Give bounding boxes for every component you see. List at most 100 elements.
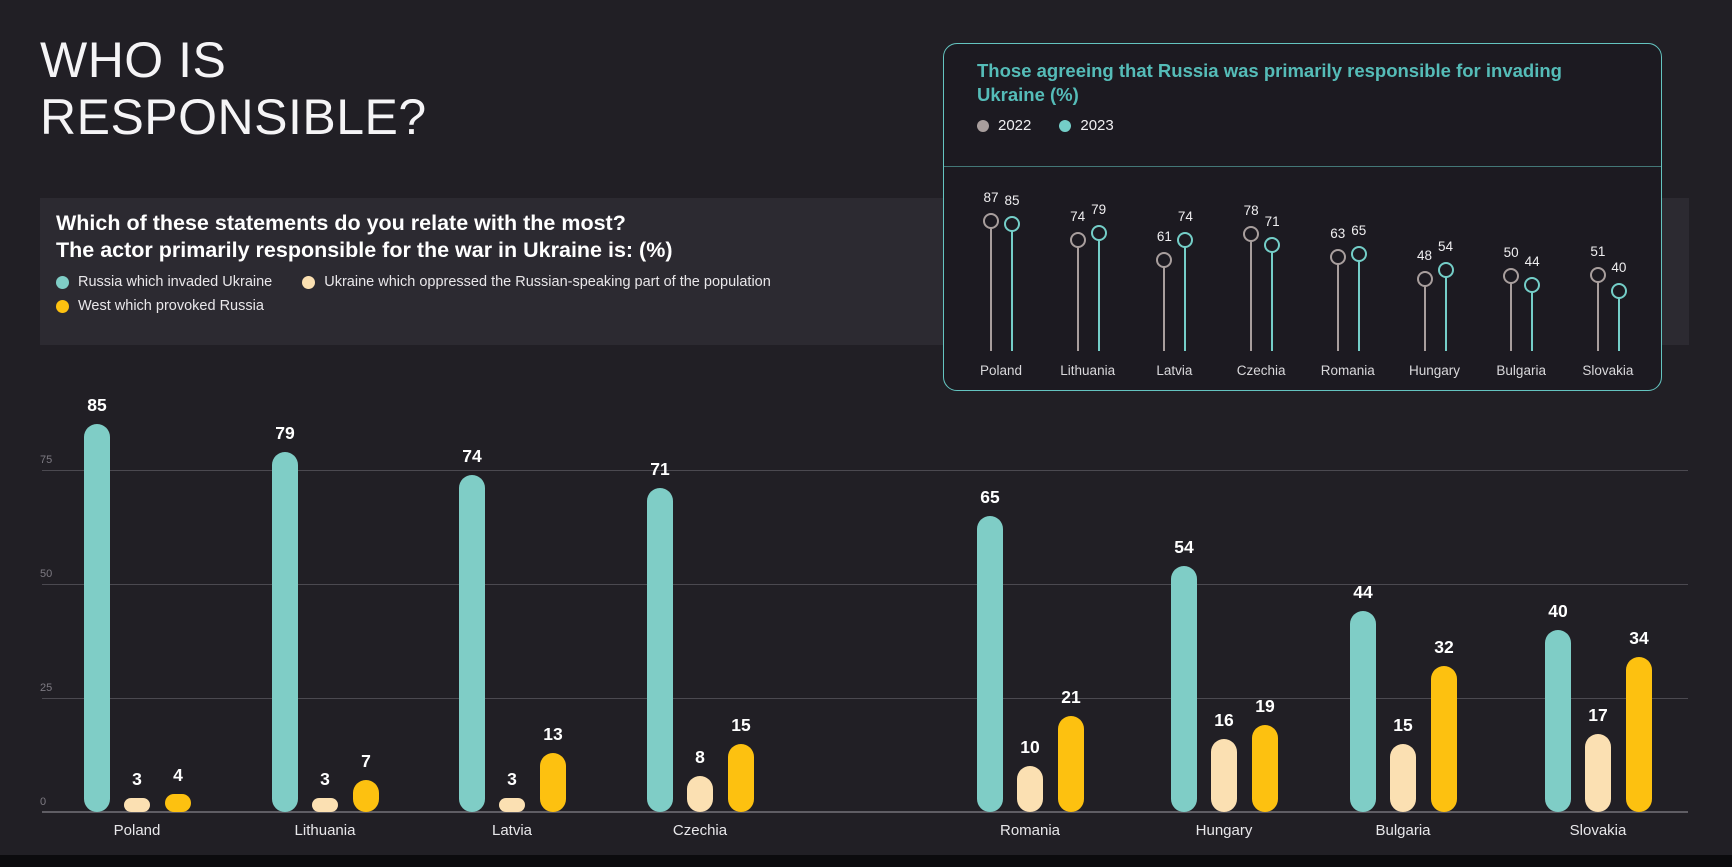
bar-value-label: 3 [132,769,142,789]
bar-lithuania-series0 [272,452,298,812]
legend-item-ukraine: Ukraine which oppressed the Russian-spea… [302,274,771,290]
legend-dot-2022-icon [977,119,989,132]
legend-item-west: West which provoked Russia [56,298,264,314]
lollipop-x-label-latvia: Latvia [1156,363,1193,378]
y-tick-label: 75 [40,454,53,466]
lollipop-value-label: 51 [1590,243,1606,259]
bar-value-label: 79 [275,423,295,443]
inset-panel: Those agreeing that Russia was primarily… [943,43,1662,391]
lollipop-x-label-lithuania: Lithuania [1060,363,1116,378]
lollipop-marker [1177,232,1194,248]
bar-value-label: 40 [1548,601,1568,621]
lollipop-marker [1503,268,1520,284]
x-axis-label-latvia: Latvia [491,822,533,839]
lollipop-marker [1350,245,1367,262]
bar-value-label: 65 [980,487,1000,507]
lollipop-x-label-czechia: Czechia [1236,363,1286,378]
x-axis-label-lithuania: Lithuania [294,822,356,839]
legend-label-ukraine: Ukraine which oppressed the Russian-spea… [324,274,771,291]
x-axis-label-poland: Poland [113,822,161,839]
bar-romania-series0 [977,516,1003,812]
bar-latvia-series2 [540,753,566,812]
bar-value-label: 85 [87,395,107,415]
inset-divider [944,166,1661,167]
bar-value-label: 13 [543,724,563,744]
inset-panel-title: Those agreeing that Russia was primarily… [977,60,1562,106]
bar-value-label: 16 [1214,710,1234,730]
lollipop-stem [1097,232,1100,351]
bar-latvia-series0 [459,475,485,812]
lollipop-stem [1271,244,1274,351]
bar-value-label: 3 [507,769,517,789]
bar-bulgaria-series2 [1431,666,1457,812]
lollipop-value-label: 63 [1330,225,1346,241]
lollipop-marker [1416,271,1433,287]
bar-value-label: 32 [1434,637,1454,657]
lollipop-marker [1004,215,1020,232]
bar-latvia-series1 [499,798,525,812]
bar-value-label: 17 [1588,705,1608,725]
gridline-75 [42,470,1688,471]
bar-value-label: 74 [462,446,482,466]
lollipop-marker [1090,224,1107,241]
lollipop-value-label: 78 [1243,203,1259,218]
lollipop-stem [1444,270,1447,351]
x-axis-label-slovakia: Slovakia [1569,822,1627,839]
bar-lithuania-series2 [353,780,379,812]
bar-hungary-series0 [1171,566,1197,812]
bar-value-label: 34 [1629,628,1649,648]
lollipop-stem [1531,285,1534,351]
lollipop-x-label-romania: Romania [1320,363,1375,378]
bar-bulgaria-series0 [1350,611,1376,812]
gridline-25 [42,698,1688,699]
bar-czechia-series0 [647,488,673,812]
lollipop-marker [983,212,999,229]
bar-poland-series1 [124,798,150,812]
x-axis-label-czechia: Czechia [672,822,728,839]
lollipop-value-label: 65 [1351,222,1367,238]
legend-label-2023: 2023 [1080,117,1114,134]
main-chart-legend: Russia which invaded Ukraine Ukraine whi… [56,274,976,314]
bar-value-label: 54 [1174,537,1194,557]
bar-bulgaria-series1 [1390,744,1416,812]
lollipop-stem [1336,256,1339,351]
question-title-line1: Which of these statements do you relate … [56,211,626,235]
lollipop-value-label: 50 [1503,245,1519,260]
bar-slovakia-series0 [1545,630,1571,812]
x-axis-label-romania: Romania [999,822,1061,839]
inset-legend: 2022 2023 [977,117,1114,134]
lollipop-marker [1589,266,1606,283]
question-panel-content: Which of these statements do you relate … [56,210,976,314]
y-tick-label: 25 [40,682,53,694]
lollipop-value-label: 85 [1004,192,1020,208]
legend-dot-2023-icon [1059,119,1072,132]
lollipop-marker [1437,262,1454,278]
lollipop-stem [1423,279,1426,351]
bar-czechia-series2 [728,744,754,812]
x-axis-label-hungary: Hungary [1195,822,1253,839]
lollipop-value-label: 44 [1524,254,1540,269]
bar-slovakia-series1 [1585,734,1611,812]
lollipop-stem [1011,223,1013,351]
bar-hungary-series1 [1211,739,1237,812]
lollipop-value-label: 79 [1091,201,1107,217]
bar-value-label: 21 [1061,687,1081,707]
lollipop-value-label: 87 [983,189,999,205]
lollipop-x-label-slovakia: Slovakia [1582,363,1634,378]
bar-value-label: 3 [320,769,330,789]
bar-poland-series0 [84,424,110,812]
lollipop-value-label: 71 [1264,213,1280,229]
lollipop-value-label: 61 [1156,228,1172,244]
lollipop-x-label-poland: Poland [979,363,1023,378]
lollipop-value-label: 74 [1177,209,1193,224]
y-tick-label: 0 [40,796,47,808]
bar-romania-series2 [1058,716,1084,812]
bar-czechia-series1 [687,776,713,812]
bar-value-label: 71 [650,459,670,479]
x-axis-label-bulgaria: Bulgaria [1375,822,1431,839]
lollipop-stem [1076,240,1079,351]
lollipop-marker [1243,226,1260,242]
lollipop-stem [1184,240,1187,351]
legend-dot-russia-icon [56,275,69,289]
